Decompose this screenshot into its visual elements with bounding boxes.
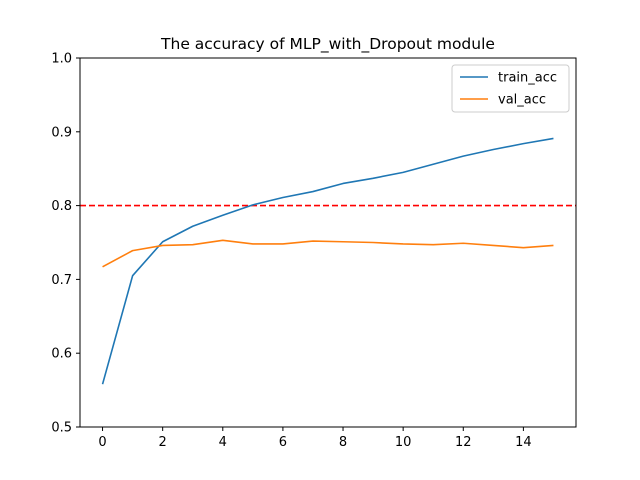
legend: train_acc val_acc — [451, 64, 570, 113]
y-tick-label: 0.9 — [51, 125, 72, 140]
series-line-train_acc — [101, 137, 554, 385]
x-tick-label: 8 — [339, 435, 347, 450]
y-tick-label: 0.6 — [51, 347, 72, 362]
series-line-val_acc — [102, 239, 554, 268]
x-tick-label: 6 — [279, 435, 287, 450]
x-tick-label: 10 — [395, 435, 412, 450]
plot-area — [80, 137, 576, 385]
x-tick-label: 4 — [219, 435, 227, 450]
y-tick-label: 0.5 — [51, 421, 72, 436]
x-tick-label: 0 — [98, 435, 106, 450]
x-tick-label: 2 — [159, 435, 167, 450]
axes-frame — [79, 57, 577, 428]
legend-label-val_acc: val_acc — [498, 93, 546, 108]
axes: 0 2 4 6 8 10 12 14 0.5 0.6 0.7 0.8 0.9 1.0 — [51, 52, 577, 450]
y-tick-label: 1.0 — [51, 52, 72, 67]
y-tick-label: 0.7 — [51, 273, 72, 288]
chart-title: The accuracy of MLP_with_Dropout module — [160, 35, 495, 54]
legend-label-train_acc: train_acc — [498, 71, 557, 86]
x-tick-label: 14 — [515, 435, 532, 450]
y-tick-label: 0.8 — [51, 199, 72, 214]
x-tick-label: 12 — [455, 435, 472, 450]
